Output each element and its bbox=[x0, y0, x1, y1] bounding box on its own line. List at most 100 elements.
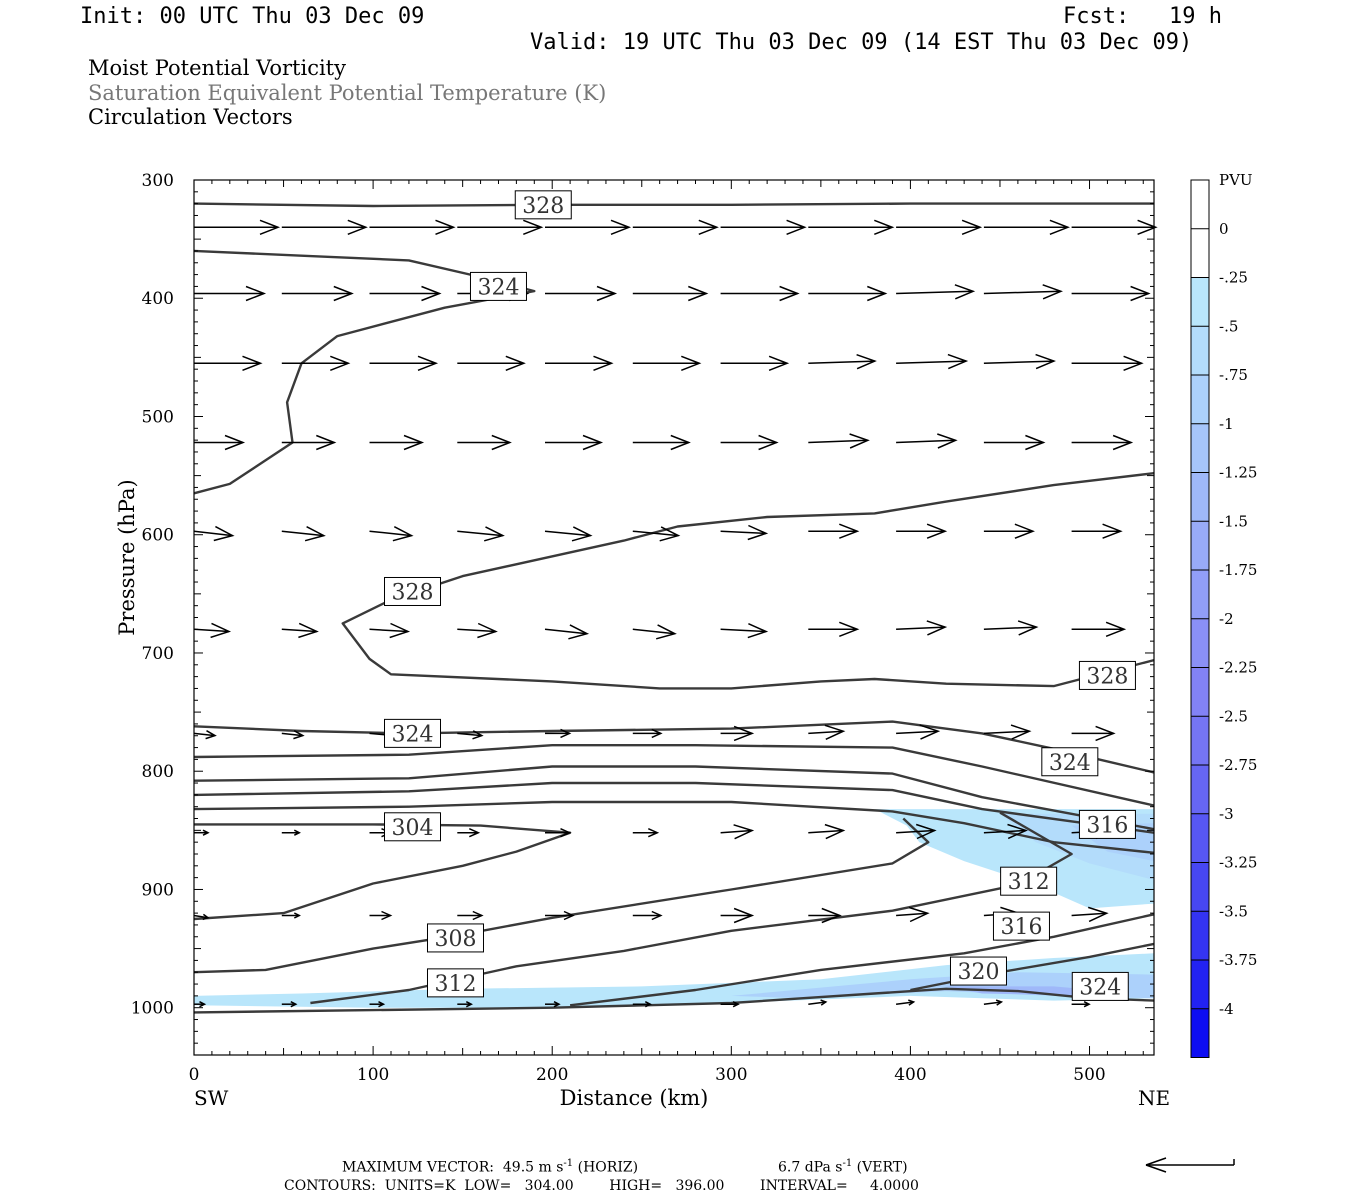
circulation-vector bbox=[369, 526, 414, 542]
contour-label-text: 328 bbox=[392, 580, 434, 605]
circulation-vector bbox=[545, 910, 575, 921]
contour-label: 328 bbox=[514, 190, 572, 220]
circulation-vector bbox=[545, 355, 614, 371]
circulation-vector bbox=[457, 730, 484, 740]
circulation-vector bbox=[896, 433, 958, 449]
circulation-vector bbox=[545, 285, 618, 302]
contour-label: 328 bbox=[384, 576, 442, 606]
contour-label-text: 308 bbox=[434, 927, 476, 952]
cross-section-chart: 328 324 328 328 324 324 304 316 312 308 316 312 320 3… bbox=[115, 171, 1257, 1110]
contour-label: 324 bbox=[384, 718, 442, 748]
circulation-vector bbox=[194, 285, 267, 302]
theta-contour-line bbox=[193, 765, 1155, 831]
circulation-vector bbox=[896, 620, 948, 636]
circulation-vector bbox=[545, 219, 632, 235]
circulation-vector bbox=[808, 285, 888, 302]
colorbar-label: -.5 bbox=[1219, 317, 1238, 335]
y-tick-label: 1000 bbox=[131, 999, 174, 1019]
y-tick-label: 800 bbox=[142, 762, 174, 782]
y-tick-label: 900 bbox=[142, 880, 174, 900]
circulation-vector bbox=[632, 526, 681, 542]
contour-label: 316 bbox=[992, 911, 1050, 941]
colorbar-swatch bbox=[1191, 765, 1209, 814]
circulation-vector bbox=[720, 355, 790, 371]
title-line-2: Saturation Equivalent Potential Temperat… bbox=[88, 81, 607, 105]
x-tick-label: 200 bbox=[536, 1065, 568, 1085]
contour-label-text: 324 bbox=[392, 722, 434, 747]
circulation-vector bbox=[896, 219, 983, 235]
contour-label-layer: 328 324 328 328 324 324 304 316 312 308 316 312 320 3… bbox=[384, 190, 1136, 1001]
circulation-vector bbox=[983, 724, 1032, 740]
x-tick-label: 300 bbox=[715, 1065, 747, 1085]
contour-label: 324 bbox=[1071, 971, 1129, 1001]
colorbar-swatch bbox=[1191, 472, 1209, 522]
circulation-vector bbox=[457, 355, 526, 371]
circulation-vector bbox=[632, 728, 663, 739]
circulation-vector bbox=[457, 219, 544, 235]
circulation-vector bbox=[632, 219, 719, 235]
theta-contour-line bbox=[193, 987, 1155, 1014]
colorbar-label: -1.75 bbox=[1219, 561, 1257, 579]
theta-contour-line bbox=[193, 781, 1155, 834]
theta-contour-line bbox=[569, 913, 1155, 1007]
circulation-vector bbox=[545, 1001, 561, 1008]
circulation-vector bbox=[369, 219, 456, 235]
circulation-vector bbox=[457, 434, 512, 451]
theta-contour-line bbox=[193, 720, 1155, 774]
circulation-vector bbox=[1071, 434, 1134, 451]
x-tick-label: 500 bbox=[1073, 1065, 1105, 1085]
circulation-vector bbox=[1071, 1001, 1091, 1008]
circulation-vector bbox=[632, 1001, 652, 1008]
circulation-vector bbox=[369, 285, 442, 302]
circulation-vector bbox=[1071, 523, 1123, 539]
circulation-vector bbox=[1071, 285, 1151, 302]
contour-info: CONTOURS: UNITS=K LOW= 304.00 HIGH= 396.… bbox=[284, 1178, 919, 1194]
circulation-vector bbox=[896, 284, 976, 300]
x-axis-title: Distance (km) bbox=[560, 1086, 709, 1110]
circulation-vector bbox=[281, 829, 301, 836]
circulation-vector bbox=[720, 623, 769, 639]
circulation-vector bbox=[983, 523, 1035, 539]
colorbar-swatch bbox=[1191, 277, 1209, 327]
contour-label-text: 324 bbox=[1049, 751, 1091, 776]
colorbar: 0 -.25 -.5 -.75 -1 -1.25 -1.5 -1.75 -2 -2.25 -2.5 -… bbox=[1190, 171, 1257, 1058]
circulation-vector bbox=[720, 824, 755, 840]
circulation-vector bbox=[281, 1001, 298, 1008]
theta-contour-line bbox=[341, 472, 1155, 690]
contour-label-text: 320 bbox=[957, 960, 999, 985]
circulation-vector bbox=[808, 823, 846, 840]
contour-label: 316 bbox=[1078, 809, 1136, 839]
pv-shading-layer bbox=[194, 809, 1154, 1008]
circulation-vector bbox=[281, 912, 301, 919]
circulation-vector bbox=[1071, 725, 1116, 742]
colorbar-label: -.25 bbox=[1219, 269, 1248, 287]
colorbar-swatch bbox=[1191, 570, 1209, 619]
circulation-vector bbox=[896, 999, 916, 1006]
circulation-vector bbox=[896, 724, 941, 740]
circulation-vector bbox=[720, 219, 807, 235]
axes-layer: 0 100 200 300 400 500 300 400 500 600 700 800 900 100… bbox=[115, 171, 1170, 1110]
circulation-vector bbox=[720, 524, 769, 541]
colorbar-label: -.75 bbox=[1219, 366, 1248, 384]
colorbar-swatch bbox=[1191, 667, 1209, 717]
theta-contour-layer bbox=[193, 202, 1155, 1014]
circulation-vector bbox=[545, 828, 572, 838]
contour-label-text: 328 bbox=[522, 194, 564, 219]
colorbar-swatch bbox=[1191, 1008, 1209, 1058]
circulation-vector bbox=[194, 1001, 207, 1008]
max-vector-vertical: 6.7 dPa s-1 (VERT) bbox=[778, 1158, 908, 1176]
contour-label-text: 324 bbox=[477, 275, 519, 300]
contour-label-text: 328 bbox=[1086, 664, 1128, 689]
colorbar-swatch bbox=[1191, 716, 1209, 765]
circulation-vector bbox=[983, 620, 1039, 636]
contour-label: 312 bbox=[1000, 866, 1058, 896]
colorbar-swatch bbox=[1191, 813, 1209, 863]
colorbar-swatch bbox=[1191, 326, 1209, 375]
circulation-vector bbox=[896, 906, 930, 923]
theta-contour-line bbox=[193, 249, 536, 495]
y-axis-title: Pressure (hPa) bbox=[115, 479, 139, 635]
circulation-vector bbox=[1071, 355, 1144, 371]
circulation-vector bbox=[194, 829, 210, 836]
contour-label-text: 312 bbox=[1008, 870, 1050, 895]
circulation-vector bbox=[896, 523, 948, 539]
